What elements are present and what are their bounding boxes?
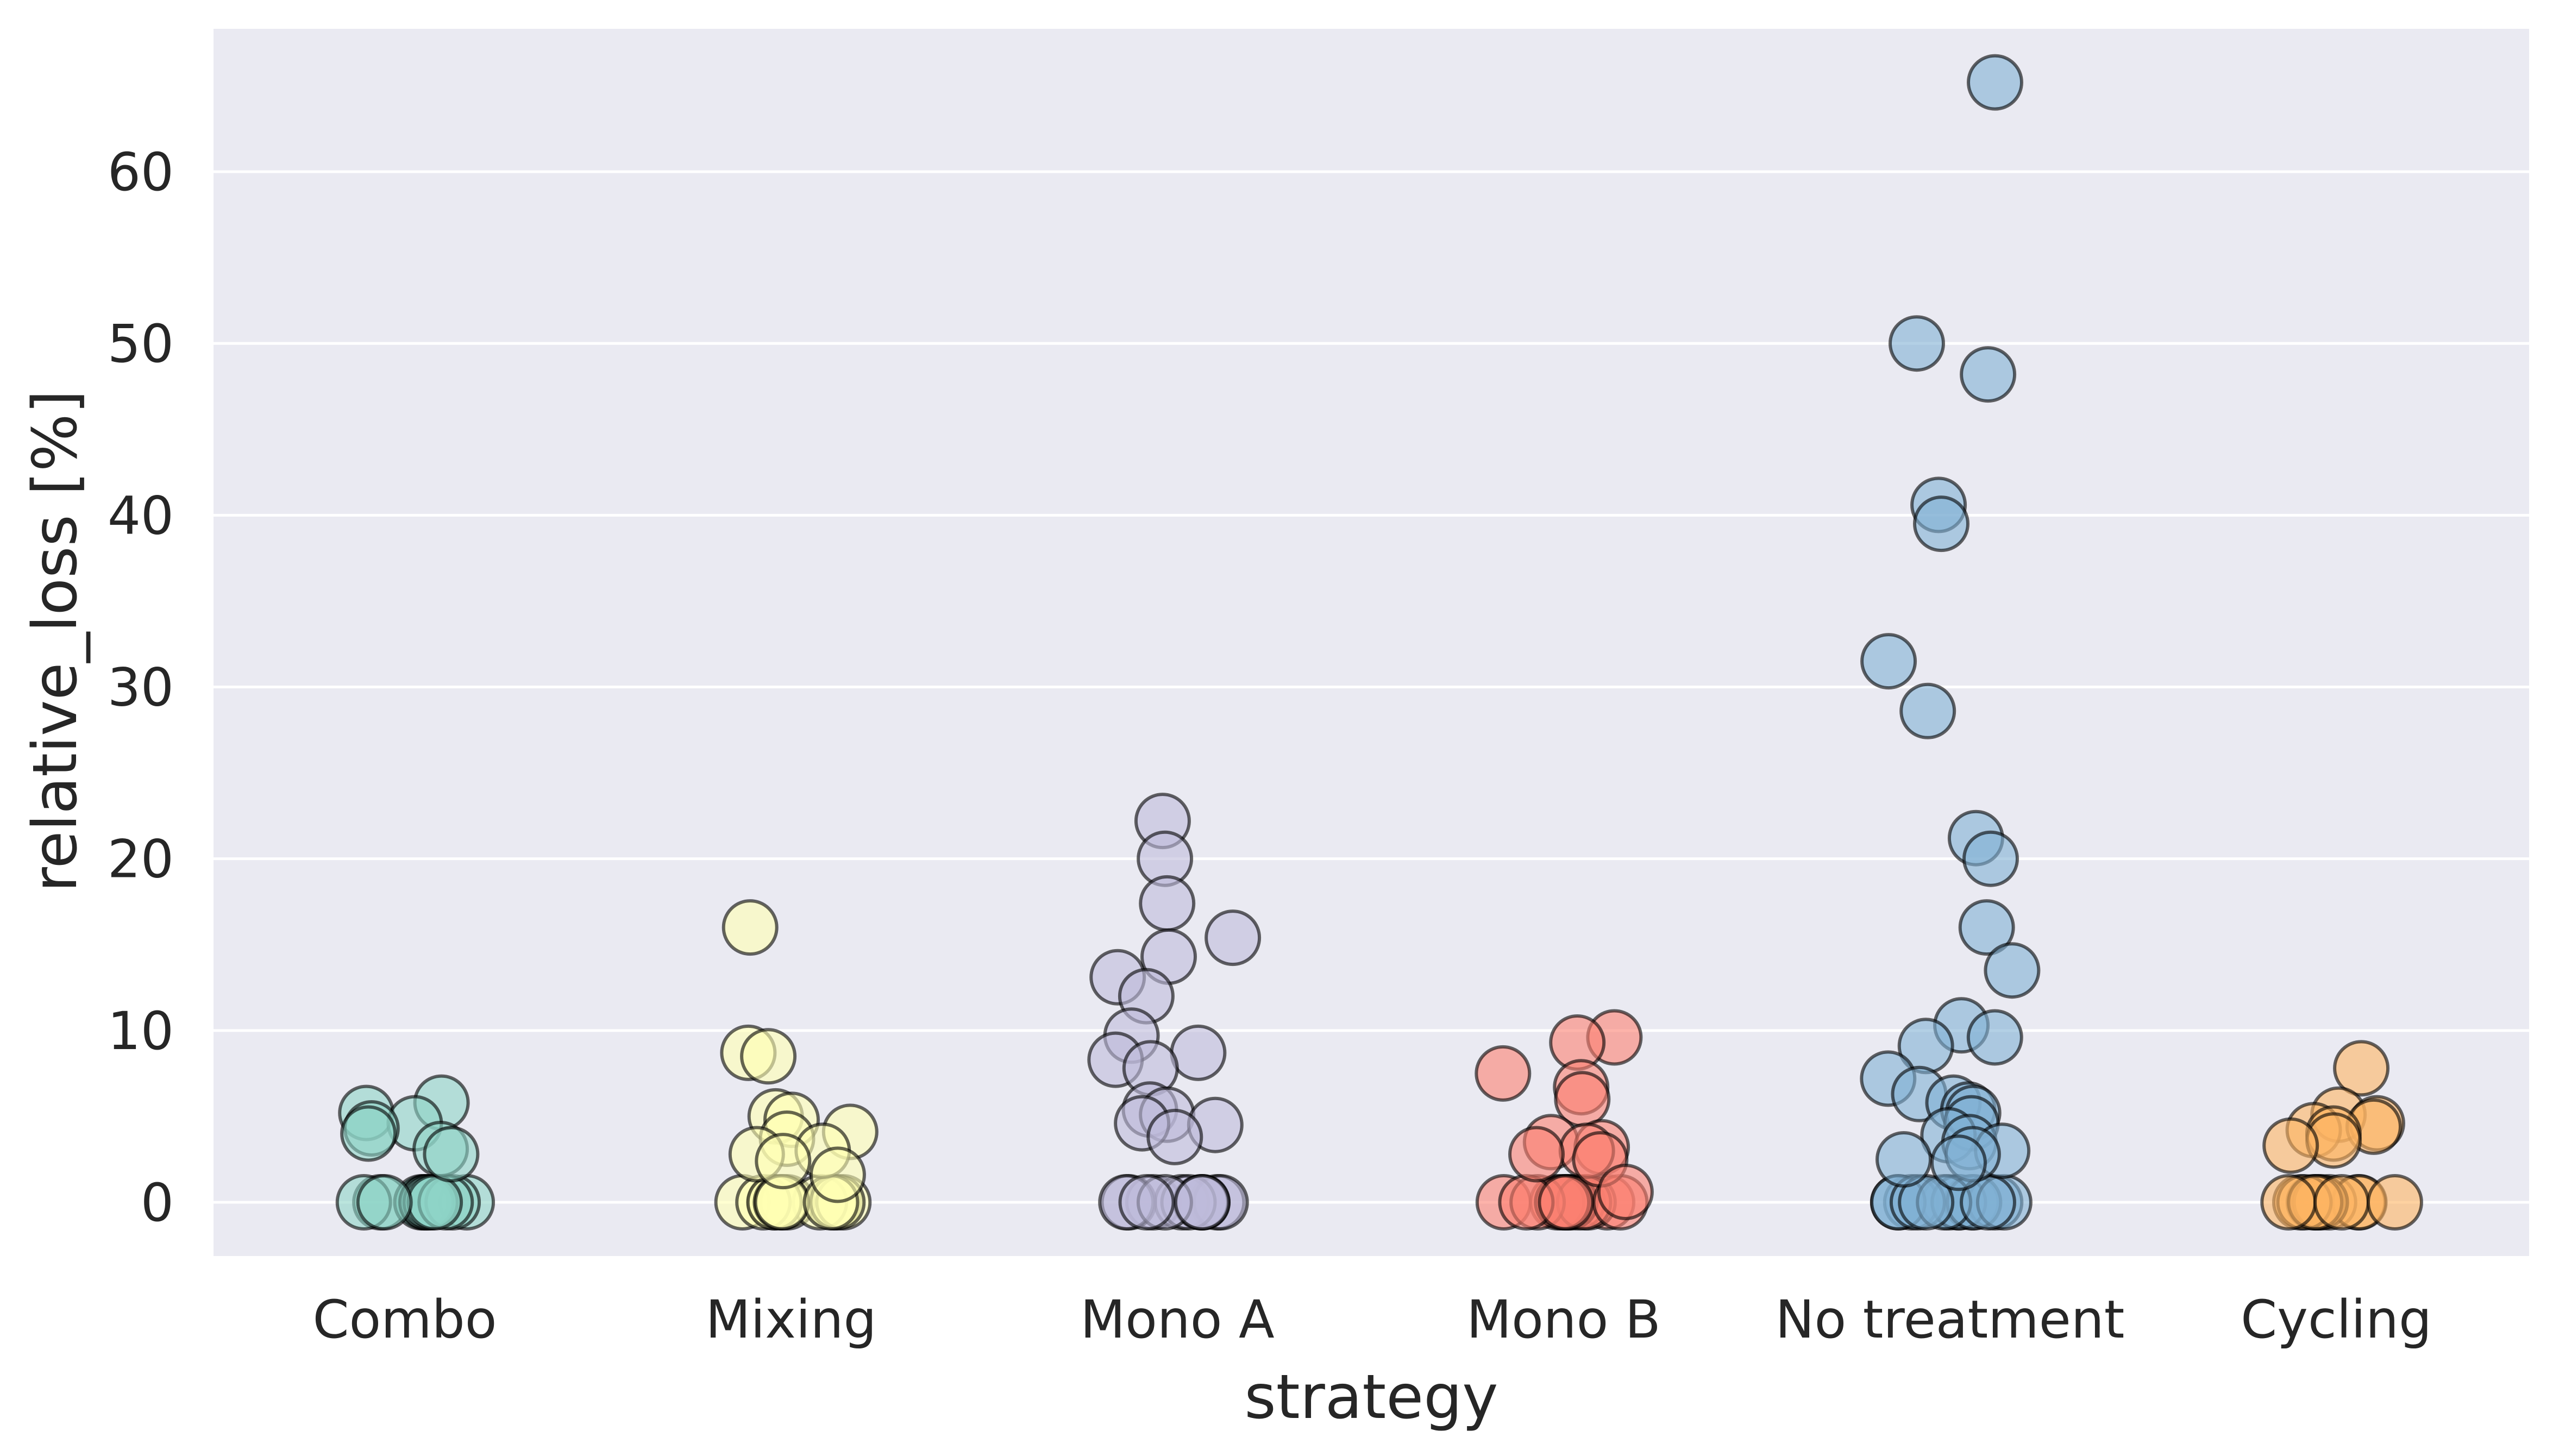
x-tick-label: Mono B — [1466, 1289, 1661, 1350]
data-point — [1205, 909, 1262, 967]
y-tick-label: 40 — [108, 485, 174, 546]
y-tick-label: 10 — [108, 1001, 174, 1062]
data-point — [740, 1028, 797, 1085]
data-point — [1889, 315, 1945, 372]
data-point — [1930, 1134, 1987, 1191]
data-point — [1118, 1174, 1175, 1231]
data-point — [1966, 1009, 2023, 1066]
data-point — [1597, 1164, 1654, 1220]
x-tick-label: No treatment — [1776, 1289, 2125, 1350]
data-point — [755, 1133, 812, 1190]
y-tick-labels: 0 10 20 30 40 50 60 — [108, 142, 174, 1233]
data-point — [1475, 1045, 1532, 1102]
data-point — [1146, 1108, 1203, 1165]
data-point — [2313, 1174, 2370, 1231]
data-point — [2333, 1040, 2390, 1097]
y-tick-label: 20 — [108, 829, 174, 890]
data-point — [1899, 682, 1956, 739]
data-point — [2260, 1174, 2317, 1231]
y-tick-label: 50 — [108, 313, 174, 374]
data-point — [423, 1126, 480, 1183]
data-point — [1958, 899, 2015, 956]
data-point — [1860, 633, 1917, 690]
x-axis-label: strategy — [1244, 1362, 1498, 1433]
data-point — [1962, 830, 2019, 887]
data-point — [356, 1174, 413, 1231]
data-point — [1967, 54, 2023, 111]
x-tick-label: Combo — [313, 1289, 497, 1350]
y-axis-label: relative_loss [%] — [20, 390, 91, 892]
data-point — [1538, 1174, 1595, 1231]
data-point — [1875, 1131, 1932, 1188]
data-point — [1139, 875, 1196, 932]
y-tick-label: 0 — [141, 1172, 174, 1233]
data-point — [1174, 1174, 1231, 1231]
data-point — [809, 1146, 866, 1203]
data-points — [335, 54, 2423, 1231]
data-point — [1913, 495, 1969, 553]
data-point — [1984, 942, 2041, 999]
x-tick-label: Cycling — [2241, 1289, 2432, 1350]
data-point — [1508, 1126, 1565, 1183]
data-point — [2367, 1174, 2423, 1231]
data-point — [2262, 1117, 2319, 1174]
data-point — [406, 1174, 463, 1231]
x-tick-label: Mixing — [706, 1289, 877, 1350]
plot-background — [214, 29, 2529, 1256]
x-tick-labels: Combo Mixing Mono A Mono B No treatment Cycli… — [313, 1289, 2432, 1350]
y-tick-label: 60 — [108, 142, 174, 203]
x-tick-label: Mono A — [1080, 1289, 1274, 1350]
data-point — [722, 899, 779, 956]
y-gridlines — [214, 170, 2529, 1204]
y-tick-label: 30 — [108, 657, 174, 718]
data-point — [1170, 1024, 1227, 1081]
data-point — [1960, 346, 2017, 403]
data-point — [340, 1105, 397, 1162]
